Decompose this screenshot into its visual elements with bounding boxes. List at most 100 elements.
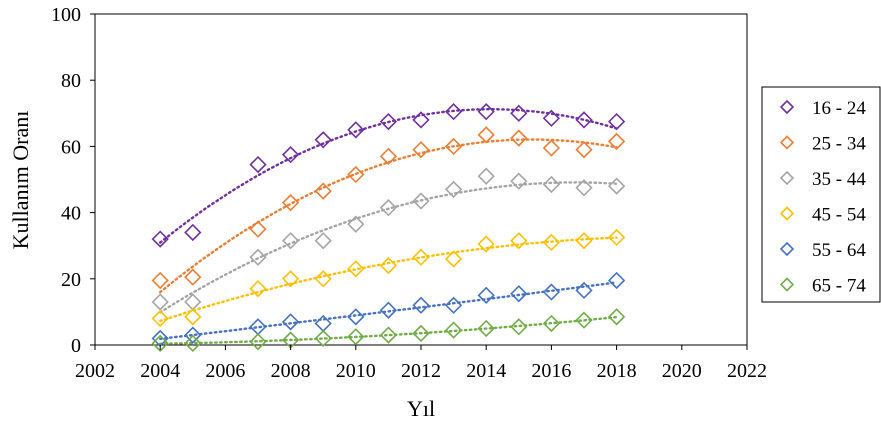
data-point <box>412 141 430 159</box>
legend-label-3: 45 - 54 <box>812 205 866 226</box>
legend-marker-4 <box>779 241 795 257</box>
data-point <box>249 280 267 298</box>
data-point <box>347 121 365 139</box>
data-point <box>542 109 561 127</box>
trendline-1 <box>159 138 618 294</box>
x-tick-label: 2018 <box>597 360 637 382</box>
legend-marker-2 <box>779 170 795 186</box>
data-point <box>575 281 593 300</box>
data-point <box>379 256 398 275</box>
data-point <box>151 271 169 290</box>
plot-area <box>94 13 748 346</box>
data-point <box>412 192 430 210</box>
data-point <box>314 182 332 200</box>
data-point <box>477 235 495 253</box>
legend-marker-3 <box>779 206 795 221</box>
data-point <box>412 111 430 129</box>
axes: 2002 2004 2006 2008 2010 2012 2014 2016 2018 2020… <box>51 4 767 382</box>
data-point <box>607 132 626 151</box>
y-tick-label: 60 <box>61 136 81 158</box>
data-point <box>347 215 365 233</box>
y-axis-title: Kullanım Oranı <box>8 111 33 250</box>
data-point <box>249 155 267 174</box>
data-point <box>281 313 300 331</box>
legend: 16 - 24 25 - 34 35 - 44 45 - 54 55 - 64 65 - … <box>761 86 881 303</box>
data-point <box>510 318 528 336</box>
data-point <box>281 194 300 212</box>
legend-label-4: 55 - 64 <box>812 240 866 261</box>
data-point <box>575 141 593 159</box>
y-tick-label: 80 <box>61 70 81 92</box>
x-tick-label: 2008 <box>271 360 311 382</box>
data-point <box>575 179 593 197</box>
y-tick-label: 20 <box>61 269 81 291</box>
legend-marker-1 <box>779 135 795 150</box>
data-point <box>379 199 398 217</box>
y-tick-label: 100 <box>51 4 81 26</box>
data-point <box>510 129 528 147</box>
data-point <box>151 230 169 248</box>
data-point <box>542 175 561 194</box>
x-tick-label: 2014 <box>466 360 506 382</box>
legend-label-2: 35 - 44 <box>812 169 866 190</box>
data-point <box>542 283 561 301</box>
data-point <box>575 232 593 250</box>
data-point <box>607 177 626 195</box>
trendline-4 <box>159 281 618 340</box>
data-point <box>184 268 202 286</box>
data-point <box>575 111 593 129</box>
trendline-5 <box>159 315 618 345</box>
data-point <box>510 285 528 303</box>
data-point <box>281 270 300 288</box>
x-tick-label: 2002 <box>75 360 115 382</box>
data-point <box>412 248 430 266</box>
data-point <box>184 326 202 344</box>
data-point <box>477 103 495 121</box>
data-point <box>347 328 365 346</box>
trendline-2 <box>159 181 618 314</box>
data-point <box>184 334 202 352</box>
data-point <box>477 126 495 144</box>
data-point <box>249 333 267 351</box>
data-point <box>347 165 365 184</box>
data-point <box>314 329 332 348</box>
data-point <box>151 293 169 311</box>
data-point <box>379 112 398 131</box>
y-tick-label: 40 <box>61 203 81 225</box>
data-point <box>379 301 398 319</box>
data-point <box>444 321 463 339</box>
trendline-3 <box>159 236 618 323</box>
data-point <box>607 228 626 247</box>
x-tick-label: 2006 <box>205 360 245 382</box>
data-point <box>444 296 463 314</box>
data-markers <box>151 103 626 352</box>
data-point <box>151 334 169 352</box>
data-point <box>575 311 593 329</box>
data-point <box>184 223 202 242</box>
x-tick-label: 2022 <box>727 360 767 382</box>
data-point <box>607 112 626 131</box>
legend-marker-5 <box>779 277 795 292</box>
data-point <box>510 232 528 250</box>
legend-label-5: 65 - 74 <box>812 276 866 297</box>
data-point <box>444 137 463 156</box>
legend-label-1: 25 - 34 <box>812 134 866 155</box>
data-point <box>542 314 561 333</box>
data-point <box>542 233 561 252</box>
x-axis-title: Yıl <box>407 396 435 421</box>
data-point <box>412 296 430 314</box>
trendlines <box>159 108 618 345</box>
data-point <box>607 308 626 326</box>
data-point <box>412 324 430 343</box>
data-point <box>347 308 365 326</box>
legend-label-0: 16 - 24 <box>812 98 866 119</box>
data-point <box>379 326 398 344</box>
data-point <box>542 139 561 157</box>
data-point <box>281 146 300 164</box>
x-tick-label: 2010 <box>336 360 376 382</box>
legend-marker-0 <box>779 99 795 115</box>
data-point <box>607 271 626 290</box>
y-tick-label: 0 <box>71 335 81 357</box>
data-point <box>477 286 495 304</box>
